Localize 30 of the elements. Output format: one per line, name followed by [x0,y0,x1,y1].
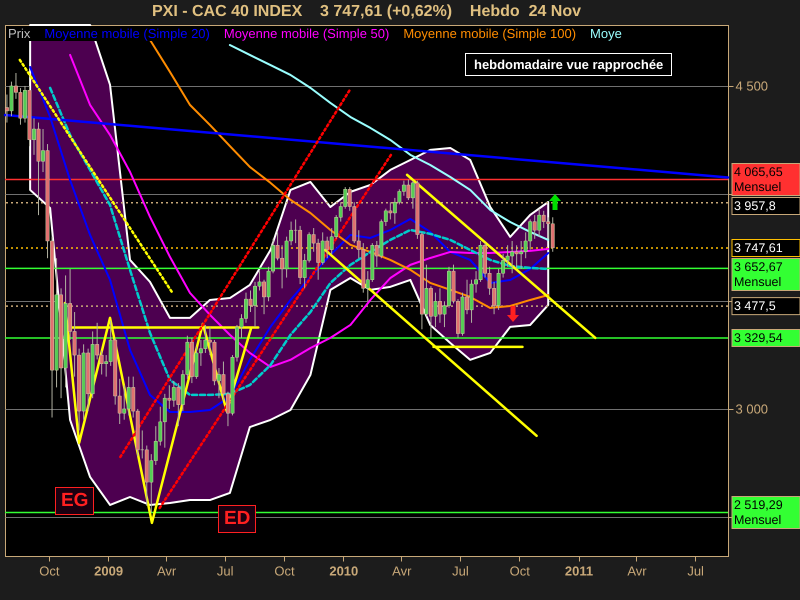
x-tick-label: Oct [510,564,530,578]
ref-line-label: 3 329,54 [734,330,783,345]
ref-line-label: 3 477,5 [734,299,776,314]
x-tick-label: Avr [392,564,412,578]
annotation: ED [218,505,256,533]
annotation: EG [55,487,94,515]
x-tick-label: 2010 [329,564,358,578]
x-tick-label: Avr [156,564,177,578]
text: Moye [590,26,622,41]
x-tick-label: Jul [216,564,234,578]
annotation: hebdomadaire vue rapprochée [465,53,672,76]
x-tick-label: Avr [627,564,648,578]
ref-line-label: 3 747,61 [734,240,783,255]
text: Moyenne mobile (Simple 20) [44,26,210,41]
ref-line-label: 3 652,67 Mensuel [734,260,783,289]
chart-title: PXI - CAC 40 INDEX 3 747,61 (+0,62%) Hebdo 24 Nov [152,3,582,20]
ref-line-label: 2 519,29 Mensuel [734,498,783,527]
ref-line-label: 3 957,8 [734,198,776,213]
x-tick-label: Jul [687,564,704,578]
x-tick-label: Oct [39,564,60,578]
text: Moyenne mobile (Simple 50) [224,26,390,41]
text: Prix [8,26,30,41]
x-tick-label: Jul [452,564,469,578]
ref-line-label: 4 065,65 Mensuel [734,164,783,194]
x-tick-label: Oct [274,564,296,578]
x-tick-label: 2009 [94,564,124,578]
x-tick-label: 2011 [564,564,594,578]
text: Moyenne mobile (Simple 100) [403,26,576,41]
y-tick-label: 4 500 [736,78,768,94]
y-tick-label: 3 000 [736,401,768,416]
